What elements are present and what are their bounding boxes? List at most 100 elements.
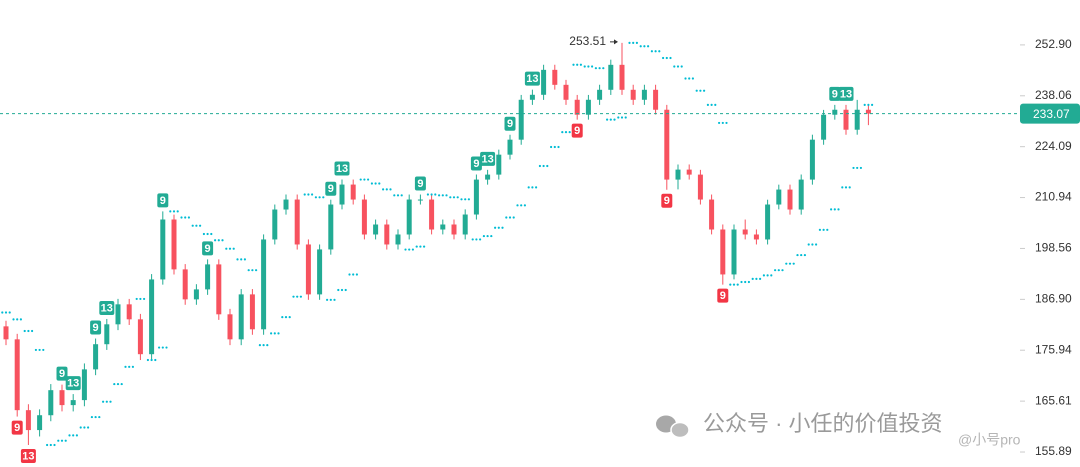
sar-dot [456,196,459,199]
sar-dot [837,208,840,211]
marker-box [65,376,81,391]
sar-dot [479,238,482,241]
sar-dot [57,439,60,442]
sar-dot [400,194,403,197]
candle-body [384,224,390,245]
sar-dot [273,332,276,335]
sar-dot [833,208,836,211]
candle-body [776,189,782,205]
candle-body [451,224,457,235]
candle-body [664,109,670,180]
sar-dot [83,426,86,429]
candle-body [563,84,569,100]
sar-dot [333,298,336,301]
sar-dot [546,164,549,168]
sar-dot [176,210,179,213]
sar-dot [471,238,474,241]
sar-dot [109,400,112,403]
sar-dot [426,193,429,196]
marker-box [202,241,214,256]
sar-dot [620,116,624,119]
sar-dot [34,348,38,352]
sar-dot [419,245,422,248]
sar-dot [658,50,661,53]
sar-dot [214,239,217,242]
candle-body [653,89,659,110]
sar-dot [94,415,97,419]
sar-dot [818,228,822,231]
marker-label: 13 [67,378,79,390]
sar-dot [296,295,299,298]
sar-dot [770,274,773,277]
sar-dot [303,193,306,196]
marker-box [480,151,496,166]
marker-label: 9 [328,183,334,195]
sar-dot [441,194,444,197]
marker-box [157,193,169,208]
sar-dot [871,103,874,106]
sar-dot [408,248,411,251]
sar-dot [445,194,448,197]
sar-dot [236,258,239,261]
sar-dot [785,262,788,265]
candle-body [216,264,222,315]
candle-body [261,239,267,330]
sar-dot [385,188,388,191]
sar-dot [460,198,463,201]
sar-dot [497,226,500,229]
candle-body [585,99,591,115]
marker-label: 9 [205,243,211,255]
marker-label: 9 [507,118,513,130]
candle-body [3,326,9,340]
sar-dot [665,56,668,60]
candle-body [417,199,423,201]
candle-body [361,199,367,235]
sar-dot [635,41,639,44]
marker-box [20,448,36,463]
sar-dot [158,346,161,349]
sar-dot [1,311,4,314]
sar-dot [202,232,205,236]
sar-dot [568,131,571,134]
sar-dot [139,297,142,301]
sar-dot [624,116,627,119]
y-tick-label: 198.56 [1035,241,1072,255]
y-tick-label: 165.61 [1035,393,1072,407]
candle-body [14,339,20,411]
candle-body [507,139,513,155]
sar-dot [501,226,504,229]
sar-dot [344,288,347,292]
candle-body [473,179,479,215]
candle-body [753,234,759,240]
sar-dot [744,280,747,284]
sar-dot [322,196,325,199]
sar-dot [721,121,724,125]
sar-dot [30,329,34,333]
marker-label: 9 [14,422,20,434]
sar-dot [311,193,314,196]
sar-dot [714,103,717,106]
sar-dot [699,89,702,92]
sar-dot [643,45,646,48]
sar-dot [856,166,859,170]
sar-dot [482,234,485,238]
marker-label: 9 [574,125,580,137]
candle-body [675,169,681,180]
sar-dot [706,103,710,106]
candle-body [787,189,793,210]
sar-dot [404,248,407,251]
sar-dot [800,253,803,257]
sar-dot [281,316,284,319]
sar-dot [165,346,168,349]
candle-body [821,114,827,140]
sar-dot [113,382,116,386]
candle-body [328,204,334,250]
sar-dot [680,65,683,68]
sar-dot [98,415,101,419]
candle-body [272,209,278,240]
sar-dot [326,298,329,301]
marker-box [717,288,729,303]
y-tick-label: 252.90 [1035,37,1072,51]
